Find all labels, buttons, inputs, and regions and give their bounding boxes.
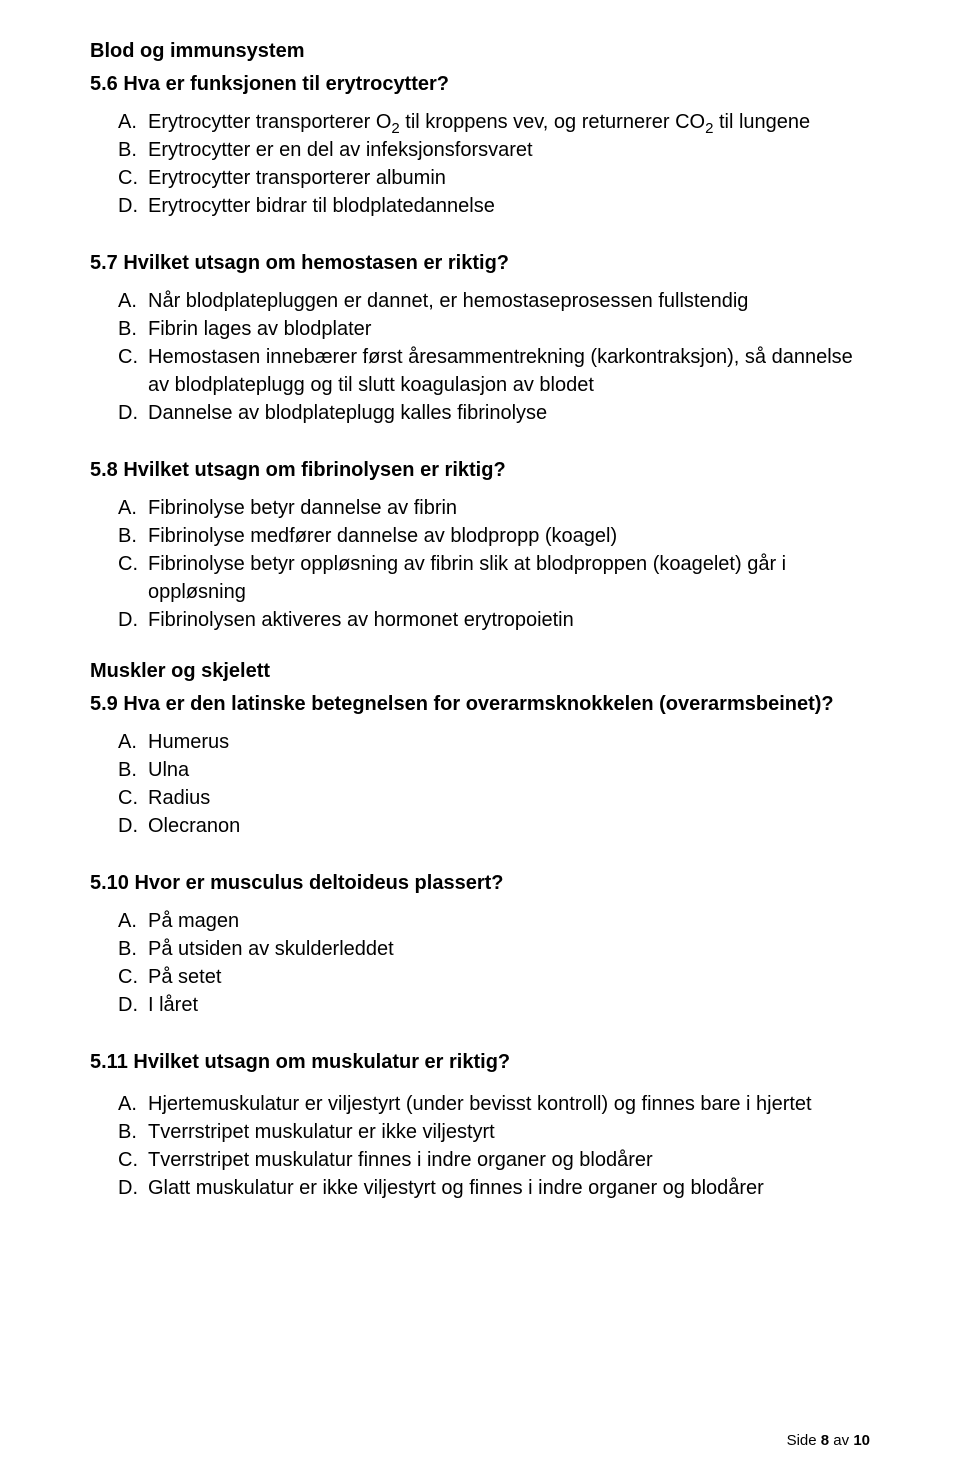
option-letter: C. xyxy=(118,550,138,578)
option-text: Olecranon xyxy=(148,815,240,837)
option-text: På setet xyxy=(148,966,221,988)
option-letter: A. xyxy=(118,907,137,935)
option-d: D. Dannelse av blodplateplugg kalles fibr… xyxy=(118,399,870,427)
option-letter: A. xyxy=(118,287,137,315)
footer-pre: Side xyxy=(787,1432,821,1449)
option-c: C. Erytrocytter transporterer albumin xyxy=(118,164,870,192)
option-letter: A. xyxy=(118,108,137,136)
option-text: Erytrocytter transporterer albumin xyxy=(148,167,446,189)
option-letter: D. xyxy=(118,606,138,634)
question-5-7: 5.7 Hvilket utsagn om hemostasen er rikt… xyxy=(90,250,870,277)
option-text: Tverrstripet muskulatur finnes i indre o… xyxy=(148,1149,653,1171)
option-text: Erytrocytter bidrar til blodplatedannels… xyxy=(148,195,495,217)
option-d: D. Olecranon xyxy=(118,812,870,840)
question-5-6: 5.6 Hva er funksjonen til erytrocytter? xyxy=(90,71,870,98)
question-5-8: 5.8 Hvilket utsagn om fibrinolysen er ri… xyxy=(90,457,870,484)
option-b: B. Ulna xyxy=(118,756,870,784)
question-5-11: 5.11 Hvilket utsagn om muskulatur er rik… xyxy=(90,1049,870,1076)
options-5-7: A. Når blodplatepluggen er dannet, er hem… xyxy=(90,287,870,427)
option-b: B. Fibrinolyse medfører dannelse av blodp… xyxy=(118,522,870,550)
option-d: D. Glatt muskulatur er ikke viljestyrt og… xyxy=(118,1174,870,1202)
option-text: Fibrinolyse medfører dannelse av blodpro… xyxy=(148,525,617,547)
options-5-11: A. Hjertemuskulatur er viljestyrt (under … xyxy=(90,1090,870,1202)
option-text: Glatt muskulatur er ikke viljestyrt og f… xyxy=(148,1177,764,1199)
option-b: B. Tverrstripet muskulatur er ikke viljes… xyxy=(118,1118,870,1146)
option-letter: A. xyxy=(118,1090,137,1118)
option-letter: A. xyxy=(118,494,137,522)
option-text: Radius xyxy=(148,787,210,809)
option-c: C. Fibrinolyse betyr oppløsning av fibrin… xyxy=(118,550,870,606)
footer-total: 10 xyxy=(853,1432,870,1449)
option-letter: C. xyxy=(118,784,138,812)
option-text: På utsiden av skulderleddet xyxy=(148,938,394,960)
footer-page: 8 xyxy=(821,1432,829,1449)
option-text: Hjertemuskulatur er viljestyrt (under be… xyxy=(148,1093,812,1115)
options-5-6: A. Erytrocytter transporterer O2 til kro… xyxy=(90,108,870,220)
option-a: A. Fibrinolyse betyr dannelse av fibrin xyxy=(118,494,870,522)
option-letter: D. xyxy=(118,1174,138,1202)
option-b: B. Erytrocytter er en del av infeksjonsfo… xyxy=(118,136,870,164)
page-footer: Side 8 av 10 xyxy=(787,1432,870,1449)
option-letter: B. xyxy=(118,522,137,550)
section-muscles-skeleton: Muskler og skjelett 5.9 Hva er den latin… xyxy=(90,660,870,1202)
option-d: D. Erytrocytter bidrar til blodplatedanne… xyxy=(118,192,870,220)
options-5-8: A. Fibrinolyse betyr dannelse av fibrin B… xyxy=(90,494,870,634)
option-a: A. På magen xyxy=(118,907,870,935)
option-c: C. Hemostasen innebærer først åresammentr… xyxy=(118,343,870,399)
question-5-9: 5.9 Hva er den latinske betegnelsen for … xyxy=(90,691,870,718)
option-letter: C. xyxy=(118,1146,138,1174)
option-letter: D. xyxy=(118,192,138,220)
option-letter: D. xyxy=(118,991,138,1019)
section-blood-immune: Blod og immunsystem 5.6 Hva er funksjone… xyxy=(90,40,870,634)
option-a: A. Humerus xyxy=(118,728,870,756)
option-text: Når blodplatepluggen er dannet, er hemos… xyxy=(148,290,748,312)
option-letter: C. xyxy=(118,963,138,991)
options-5-9: A. Humerus B. Ulna C. Radius D. Olecranon xyxy=(90,728,870,840)
section-heading: Blod og immunsystem xyxy=(90,40,870,63)
option-text: Hemostasen innebærer først åresammentrek… xyxy=(148,346,853,396)
option-text: Erytrocytter er en del av infeksjonsfors… xyxy=(148,139,533,161)
option-letter: D. xyxy=(118,812,138,840)
option-a: A. Erytrocytter transporterer O2 til kro… xyxy=(118,108,870,136)
option-d: D. Fibrinolysen aktiveres av hormonet ery… xyxy=(118,606,870,634)
option-letter: B. xyxy=(118,136,137,164)
option-text: Erytrocytter transporterer O2 til kroppe… xyxy=(148,111,810,133)
option-letter: C. xyxy=(118,343,138,371)
option-a: A. Når blodplatepluggen er dannet, er hem… xyxy=(118,287,870,315)
option-text: Fibrinolysen aktiveres av hormonet erytr… xyxy=(148,609,574,631)
option-a: A. Hjertemuskulatur er viljestyrt (under … xyxy=(118,1090,870,1118)
option-c: C. Radius xyxy=(118,784,870,812)
page: Blod og immunsystem 5.6 Hva er funksjone… xyxy=(0,0,960,1477)
option-letter: C. xyxy=(118,164,138,192)
option-letter: B. xyxy=(118,315,137,343)
question-5-10: 5.10 Hvor er musculus deltoideus plasser… xyxy=(90,870,870,897)
option-c: C. På setet xyxy=(118,963,870,991)
option-letter: B. xyxy=(118,1118,137,1146)
option-b: B. Fibrin lages av blodplater xyxy=(118,315,870,343)
option-b: B. På utsiden av skulderleddet xyxy=(118,935,870,963)
option-text: Dannelse av blodplateplugg kalles fibrin… xyxy=(148,402,547,424)
options-5-10: A. På magen B. På utsiden av skulderleddet… xyxy=(90,907,870,1019)
option-text: Tverrstripet muskulatur er ikke viljesty… xyxy=(148,1121,495,1143)
section-heading: Muskler og skjelett xyxy=(90,660,870,683)
option-text: Humerus xyxy=(148,731,229,753)
option-text: Fibrin lages av blodplater xyxy=(148,318,371,340)
option-text: Fibrinolyse betyr oppløsning av fibrin s… xyxy=(148,553,786,603)
option-letter: D. xyxy=(118,399,138,427)
option-text: Fibrinolyse betyr dannelse av fibrin xyxy=(148,497,457,519)
footer-mid: av xyxy=(829,1432,853,1449)
option-letter: B. xyxy=(118,935,137,963)
option-letter: A. xyxy=(118,728,137,756)
option-letter: B. xyxy=(118,756,137,784)
option-text: I låret xyxy=(148,994,198,1016)
option-d: D. I låret xyxy=(118,991,870,1019)
option-text: Ulna xyxy=(148,759,189,781)
option-c: C. Tverrstripet muskulatur finnes i indre… xyxy=(118,1146,870,1174)
option-text: På magen xyxy=(148,910,239,932)
